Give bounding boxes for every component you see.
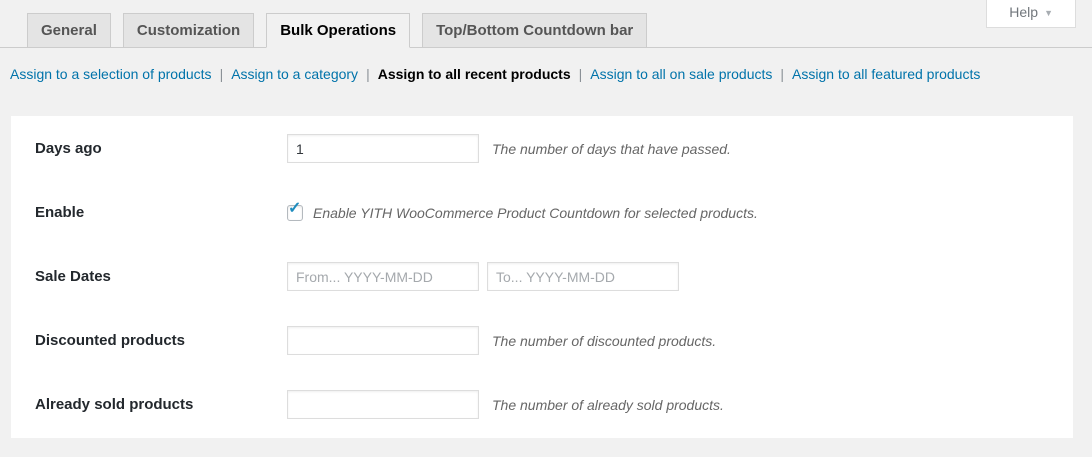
subnav-assign-recent[interactable]: Assign to all recent products (377, 66, 571, 82)
sale-date-from-input[interactable] (287, 262, 479, 291)
checkbox-box (287, 204, 303, 221)
chevron-down-icon: ▼ (1044, 8, 1053, 18)
checkmark-icon: ✓ (288, 199, 302, 217)
help-button-label: Help (1009, 4, 1039, 20)
subnav-assign-featured[interactable]: Assign to all featured products (792, 66, 981, 82)
sale-dates-label: Sale Dates (35, 268, 111, 285)
discounted-products-description: The number of discounted products. (492, 332, 717, 349)
help-button[interactable]: Help ▼ (986, 0, 1076, 28)
form-row-enable: Enable ✓ Enable YITH WooCommerce Product… (35, 198, 1073, 227)
tab-top-bottom-countdown-bar[interactable]: Top/Bottom Countdown bar (422, 13, 648, 47)
subnav-assign-category[interactable]: Assign to a category (231, 66, 359, 82)
settings-panel: Days ago The number of days that have pa… (11, 116, 1073, 438)
subnav-separator: | (780, 66, 785, 82)
settings-tabs: General Customization Bulk Operations Top/B… (0, 0, 1092, 48)
already-sold-products-input[interactable] (287, 390, 479, 419)
discounted-products-input[interactable] (287, 326, 479, 355)
days-ago-description: The number of days that have passed. (492, 140, 731, 157)
sale-date-to-input[interactable] (487, 262, 679, 291)
tab-customization[interactable]: Customization (122, 13, 255, 47)
tab-general[interactable]: General (27, 13, 111, 47)
subnav-assign-on-sale[interactable]: Assign to all on sale products (590, 66, 773, 82)
form-row-discounted-products: Discounted products The number of discou… (35, 326, 1073, 355)
subnav-separator: | (219, 66, 224, 82)
subnav-assign-selection[interactable]: Assign to a selection of products (10, 66, 212, 82)
subnav-separator: | (578, 66, 583, 82)
form-row-already-sold-products: Already sold products The number of alre… (35, 390, 1073, 419)
enable-checkbox[interactable]: ✓ (287, 200, 303, 221)
bulk-operations-subnav: Assign to a selection of products | Assign… (0, 48, 1092, 84)
form-row-days-ago: Days ago The number of days that have pa… (35, 134, 1073, 163)
tab-bulk-operations[interactable]: Bulk Operations (266, 13, 411, 48)
days-ago-label: Days ago (35, 140, 102, 157)
form-row-sale-dates: Sale Dates (35, 262, 1073, 291)
enable-label: Enable (35, 204, 85, 221)
discounted-products-label: Discounted products (35, 332, 186, 349)
already-sold-products-label: Already sold products (35, 396, 194, 413)
days-ago-input[interactable] (287, 134, 479, 163)
subnav-separator: | (366, 66, 370, 82)
already-sold-products-description: The number of already sold products. (492, 396, 724, 413)
enable-description: Enable YITH WooCommerce Product Countdow… (313, 204, 758, 221)
